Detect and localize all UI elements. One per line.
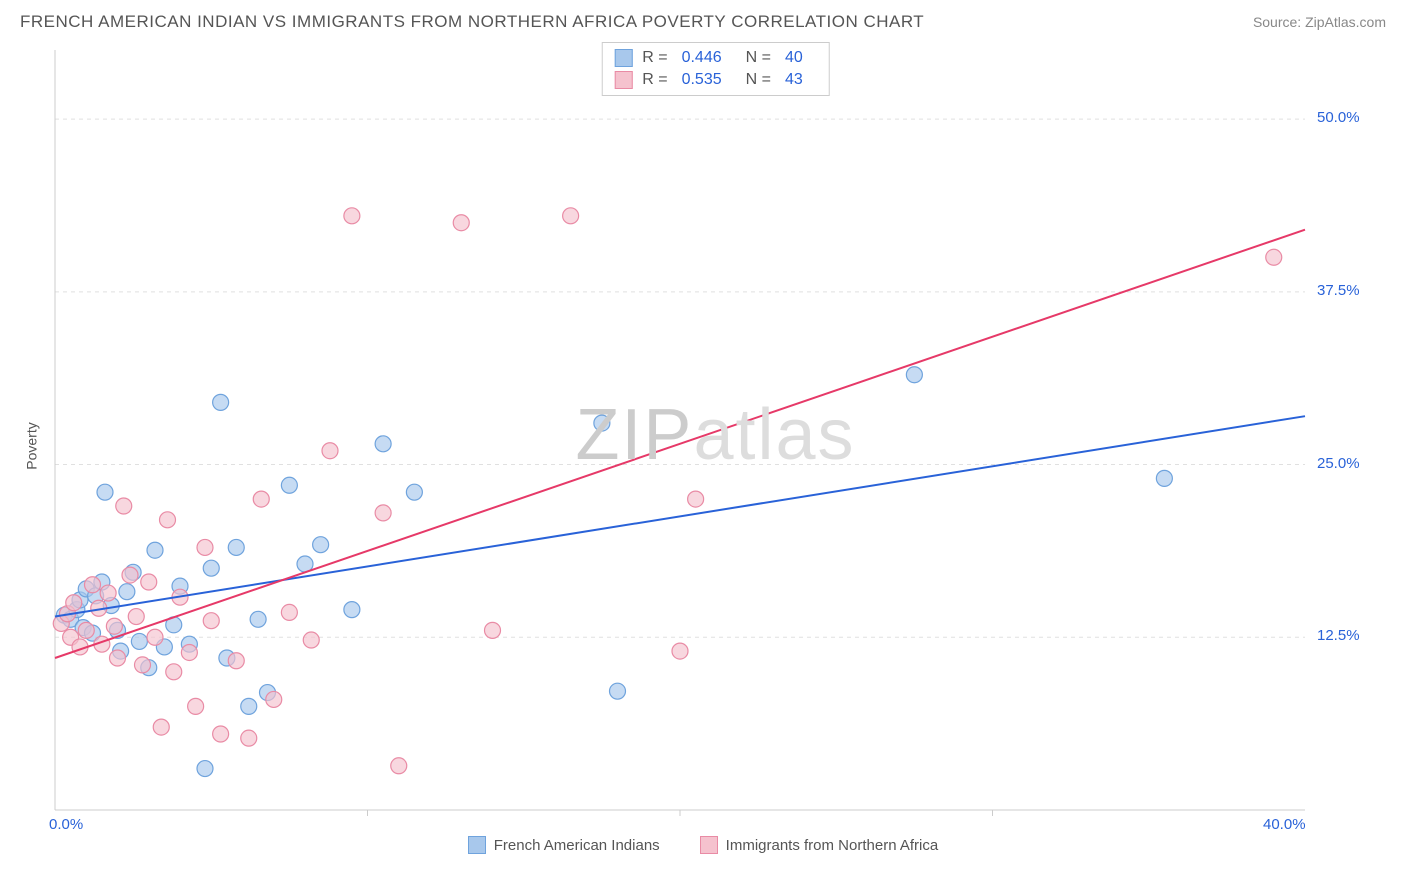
- y-tick-label: 25.0%: [1317, 455, 1360, 472]
- series-legend-label: Immigrants from Northern Africa: [726, 837, 939, 854]
- legend-swatch: [614, 49, 632, 67]
- legend-r-label: R =: [642, 49, 667, 67]
- legend-n-value: 43: [785, 71, 803, 89]
- legend-swatch: [468, 836, 486, 854]
- chart-title: FRENCH AMERICAN INDIAN VS IMMIGRANTS FRO…: [20, 12, 924, 32]
- legend-row: R = 0.535 N = 43: [614, 69, 817, 91]
- series-legend-item: Immigrants from Northern Africa: [700, 836, 939, 854]
- series-legend-item: French American Indians: [468, 836, 660, 854]
- legend-n-value: 40: [785, 49, 803, 67]
- legend-swatch: [614, 71, 632, 89]
- x-tick-label: 40.0%: [1263, 816, 1306, 833]
- y-tick-label: 37.5%: [1317, 282, 1360, 299]
- source-attribution: Source: ZipAtlas.com: [1253, 14, 1386, 30]
- correlation-legend: R = 0.446 N = 40 R = 0.535 N = 43: [601, 42, 830, 96]
- legend-row: R = 0.446 N = 40: [614, 47, 817, 69]
- series-legend: French American Indians Immigrants from N…: [0, 830, 1406, 854]
- legend-r-label: R =: [642, 71, 667, 89]
- legend-r-value: 0.446: [682, 49, 722, 67]
- legend-n-label: N =: [746, 49, 771, 67]
- y-axis-label: Poverty: [24, 422, 40, 469]
- chart-header: FRENCH AMERICAN INDIAN VS IMMIGRANTS FRO…: [0, 0, 1406, 40]
- x-tick-label: 0.0%: [49, 816, 83, 833]
- legend-n-label: N =: [746, 71, 771, 89]
- scatter-chart-svg: [45, 40, 1375, 830]
- series-legend-label: French American Indians: [494, 837, 660, 854]
- y-tick-label: 12.5%: [1317, 627, 1360, 644]
- chart-area: ZIPatlas R =0.446N =40R =0.535N =43 0.0%…: [45, 40, 1386, 830]
- y-tick-label: 50.0%: [1317, 109, 1360, 126]
- legend-r-value: 0.535: [682, 71, 722, 89]
- legend-swatch: [700, 836, 718, 854]
